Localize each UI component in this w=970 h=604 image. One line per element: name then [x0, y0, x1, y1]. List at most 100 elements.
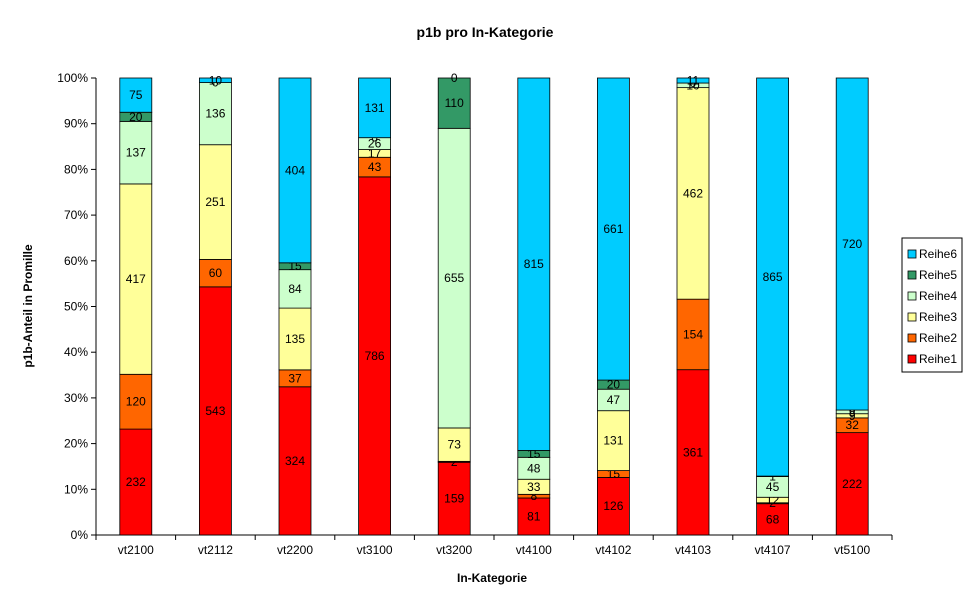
data-label: 232 [126, 475, 146, 489]
data-label: 2 [769, 496, 776, 510]
data-label: 137 [126, 146, 146, 160]
data-label: 48 [527, 461, 541, 475]
bar-segment-reihe3-vt3200 [437, 427, 471, 462]
data-label: 126 [603, 499, 623, 513]
legend-label-reihe6: Reihe6 [919, 247, 957, 261]
data-label: 661 [603, 222, 623, 236]
bar-segment-reihe3-vt2200 [278, 307, 312, 371]
legend-label-reihe2: Reihe2 [919, 331, 957, 345]
bar-segment-reihe2-vt4103 [676, 298, 710, 371]
y-tick-label: 10% [64, 482, 88, 496]
data-label: 73 [448, 438, 462, 452]
data-label: 75 [129, 88, 143, 102]
data-label: 33 [527, 480, 541, 494]
y-tick-label: 70% [64, 208, 88, 222]
bar-segment-reihe4-vt2112 [198, 82, 232, 146]
data-label: 786 [365, 349, 385, 363]
data-label: 110 [445, 96, 464, 110]
x-tick-label: vt3200 [436, 543, 472, 557]
data-label: 8 [849, 405, 856, 419]
legend-swatch-reihe4 [907, 291, 917, 301]
data-label: 154 [683, 327, 703, 341]
bar-segment-reihe1-vt4107 [756, 503, 789, 536]
data-label: 60 [209, 266, 223, 280]
bar-segment-reihe6-vt2100 [119, 77, 153, 113]
bar-segment-reihe6-vt4100 [517, 77, 551, 451]
bar-segment-reihe4-vt3200 [437, 127, 471, 429]
chart-title: p1b pro In-Kategorie [417, 24, 554, 40]
bar-segment-reihe3-vt2112 [198, 144, 232, 260]
data-label: 417 [126, 272, 146, 286]
data-label: 324 [285, 454, 305, 468]
bar-segment-reihe6-vt4103 [676, 77, 710, 84]
legend-swatch-reihe5 [907, 270, 917, 280]
bar-segment-reihe2-vt2112 [198, 259, 232, 288]
data-label: 251 [205, 195, 225, 209]
x-tick-label: vt4102 [595, 543, 631, 557]
data-label: 68 [766, 512, 780, 526]
data-label: 222 [842, 477, 862, 491]
bar-segment-reihe2-vt2100 [119, 373, 153, 430]
plot-area: 0%10%20%30%40%50%60%70%80%90%100%2321204… [57, 71, 893, 557]
data-label: 43 [368, 160, 382, 174]
data-label: 131 [603, 434, 623, 448]
bar-segment-reihe6-vt4102 [597, 77, 630, 381]
bar-segment-reihe4-vt2200 [278, 269, 312, 309]
x-tick-label: vt4107 [755, 543, 791, 557]
legend-box [901, 237, 963, 373]
x-tick-label: vt3100 [357, 543, 393, 557]
legend-swatch-reihe3 [907, 312, 917, 322]
legend-swatch-reihe6 [907, 249, 917, 259]
data-label: 11 [687, 74, 700, 88]
data-label: 120 [126, 395, 146, 409]
data-label: 26 [368, 137, 382, 151]
data-label: 45 [766, 480, 780, 494]
y-tick-label: 20% [64, 437, 88, 451]
x-tick-label: vt4103 [675, 543, 711, 557]
bar-segment-reihe1-vt3100 [358, 176, 392, 536]
data-label: 404 [285, 163, 305, 177]
bar-segment-reihe1-vt3200 [437, 461, 471, 536]
bar-segment-reihe6-vt5100 [835, 77, 869, 411]
y-tick-label: 60% [64, 254, 88, 268]
data-label: 2 [451, 455, 458, 469]
data-label: 20 [607, 378, 621, 392]
data-label: 361 [683, 445, 703, 459]
data-label: 865 [763, 270, 783, 284]
data-label: 20 [129, 110, 143, 124]
bar-segment-reihe1-vt4102 [597, 477, 630, 536]
data-label: 0 [451, 71, 458, 85]
legend-label-reihe3: Reihe3 [919, 310, 957, 324]
data-label: 159 [444, 492, 464, 506]
data-label: 543 [205, 404, 225, 418]
bar-segment-reihe6-vt4107 [756, 77, 789, 477]
bar-segment-reihe5-vt3200 [437, 77, 471, 129]
x-tick-label: vt2112 [198, 543, 233, 557]
bar-segment-reihe6-vt2200 [278, 77, 312, 264]
bar-segment-reihe1-vt5100 [835, 432, 869, 536]
data-label: 815 [524, 257, 544, 271]
y-tick-label: 100% [57, 71, 88, 85]
bar-segment-reihe6-vt3100 [358, 77, 392, 139]
data-label: 136 [205, 107, 225, 121]
legend-swatch-reihe1 [907, 354, 917, 364]
y-tick-label: 80% [64, 162, 88, 176]
legend-swatch-reihe2 [907, 333, 917, 343]
data-label: 37 [288, 371, 302, 385]
x-tick-label: vt2100 [118, 543, 154, 557]
y-tick-label: 0% [71, 528, 89, 542]
y-tick-label: 40% [64, 345, 88, 359]
legend-label-reihe4: Reihe4 [919, 289, 957, 303]
x-tick-label: vt4100 [516, 543, 552, 557]
data-label: 655 [444, 271, 464, 285]
legend-label-reihe1: Reihe1 [919, 352, 957, 366]
x-axis-title: In-Kategorie [457, 571, 527, 585]
data-label: 131 [365, 101, 385, 115]
bar-segment-reihe1-vt2100 [119, 428, 153, 536]
y-tick-label: 90% [64, 117, 88, 131]
data-label: 720 [842, 237, 862, 251]
data-label: 9 [849, 409, 856, 423]
legend: Reihe6 Reihe5 Reihe4 Reihe3 Reihe2 Reihe1 [901, 237, 963, 373]
x-tick-label: vt5100 [834, 543, 870, 557]
